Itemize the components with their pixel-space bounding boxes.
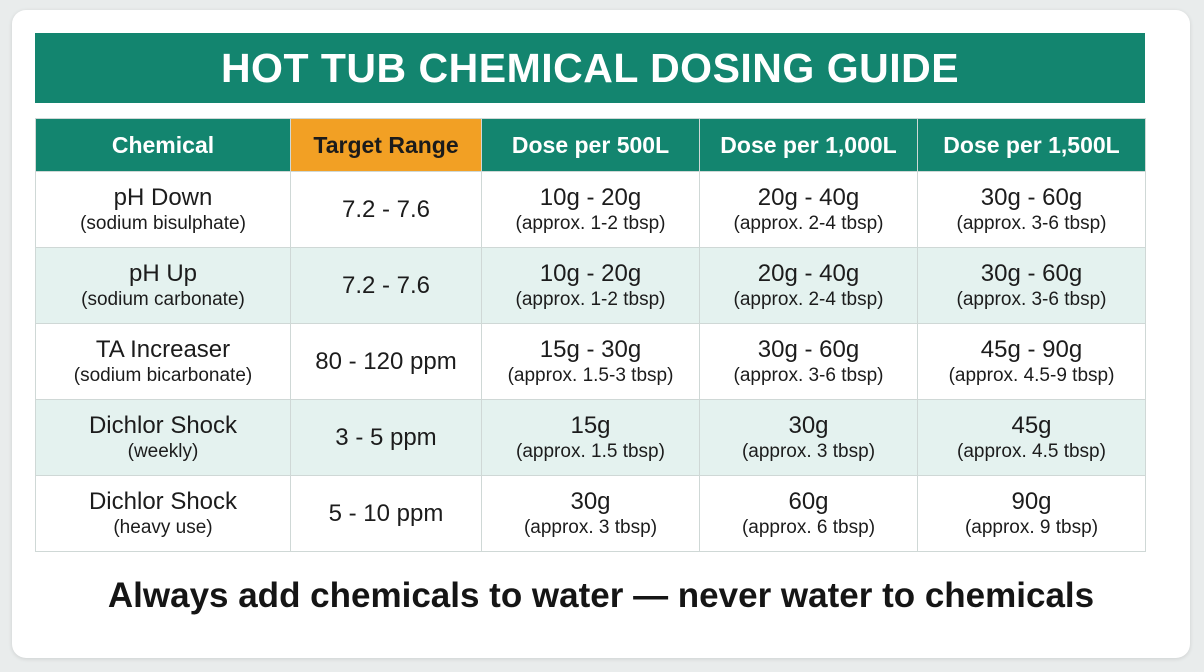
dose-approx: (approx. 2-4 tbsp) xyxy=(733,212,884,234)
chemical-detail: (sodium bisulphate) xyxy=(80,212,246,234)
dose-amount: 45g xyxy=(1011,411,1052,439)
target-range-value: 3 - 5 ppm xyxy=(335,423,437,451)
dose-amount: 10g - 20g xyxy=(539,183,642,211)
dose-amount: 30g xyxy=(570,487,611,515)
chemical-detail: (heavy use) xyxy=(113,516,213,538)
dose-amount: 15g - 30g xyxy=(539,335,642,363)
chemical-name: TA Increaser xyxy=(95,335,231,363)
chemical-detail: (sodium bicarbonate) xyxy=(73,364,253,386)
dose-approx: (approx. 1.5 tbsp) xyxy=(516,440,665,462)
dose-approx: (approx. 4.5-9 tbsp) xyxy=(948,364,1115,386)
dose-amount: 30g - 60g xyxy=(980,183,1083,211)
chemical-name: Dichlor Shock xyxy=(88,411,238,439)
dose-amount: 30g - 60g xyxy=(980,259,1083,287)
dose-amount: 60g xyxy=(788,487,829,515)
chemical-cell: Dichlor Shock (heavy use) xyxy=(35,475,291,552)
column-header-dose-500l: Dose per 500L xyxy=(481,118,700,172)
dose-amount: 10g - 20g xyxy=(539,259,642,287)
page-title: HOT TUB CHEMICAL DOSING GUIDE xyxy=(35,33,1145,103)
target-range-value: 7.2 - 7.6 xyxy=(341,195,431,223)
chemical-name: Dichlor Shock xyxy=(88,487,238,515)
dose-amount: 20g - 40g xyxy=(757,259,860,287)
target-range-cell: 7.2 - 7.6 xyxy=(290,247,482,324)
dose-approx: (approx. 1-2 tbsp) xyxy=(515,288,666,310)
chemical-cell: pH Up (sodium carbonate) xyxy=(35,247,291,324)
target-range-cell: 3 - 5 ppm xyxy=(290,399,482,476)
dose-500l-cell: 15g (approx. 1.5 tbsp) xyxy=(481,399,700,476)
dose-approx: (approx. 3 tbsp) xyxy=(523,516,658,538)
target-range-cell: 7.2 - 7.6 xyxy=(290,171,482,248)
dose-1500l-cell: 90g (approx. 9 tbsp) xyxy=(917,475,1146,552)
column-header-dose-1500l: Dose per 1,500L xyxy=(917,118,1146,172)
chemical-cell: pH Down (sodium bisulphate) xyxy=(35,171,291,248)
dose-amount: 90g xyxy=(1011,487,1052,515)
dose-approx: (approx. 1.5-3 tbsp) xyxy=(507,364,674,386)
column-header-dose-1000l: Dose per 1,000L xyxy=(699,118,918,172)
dose-approx: (approx. 2-4 tbsp) xyxy=(733,288,884,310)
table-row: TA Increaser (sodium bicarbonate) 80 - 1… xyxy=(35,323,1146,400)
dosing-table: Chemical Target Range Dose per 500L Dose… xyxy=(35,118,1146,552)
target-range-value: 80 - 120 ppm xyxy=(315,347,457,375)
chemical-detail: (sodium carbonate) xyxy=(81,288,245,310)
dose-approx: (approx. 9 tbsp) xyxy=(964,516,1099,538)
table-row: pH Up (sodium carbonate) 7.2 - 7.6 10g -… xyxy=(35,247,1146,324)
column-header-chemical: Chemical xyxy=(35,118,291,172)
dose-approx: (approx. 1-2 tbsp) xyxy=(515,212,666,234)
safety-note: Always add chemicals to water — never wa… xyxy=(107,576,1095,615)
dose-1500l-cell: 30g - 60g (approx. 3-6 tbsp) xyxy=(917,247,1146,324)
target-range-value: 5 - 10 ppm xyxy=(328,499,444,527)
dose-approx: (approx. 3-6 tbsp) xyxy=(956,212,1107,234)
target-range-cell: 5 - 10 ppm xyxy=(290,475,482,552)
dose-amount: 45g - 90g xyxy=(980,335,1083,363)
dose-1000l-cell: 20g - 40g (approx. 2-4 tbsp) xyxy=(699,171,918,248)
dose-1000l-cell: 30g (approx. 3 tbsp) xyxy=(699,399,918,476)
dose-500l-cell: 10g - 20g (approx. 1-2 tbsp) xyxy=(481,171,700,248)
dose-approx: (approx. 3-6 tbsp) xyxy=(733,364,884,386)
table-header-row: Chemical Target Range Dose per 500L Dose… xyxy=(35,118,1146,172)
chemical-detail: (weekly) xyxy=(127,440,199,462)
dose-approx: (approx. 3-6 tbsp) xyxy=(956,288,1107,310)
chemical-name: pH Up xyxy=(128,259,198,287)
dose-500l-cell: 10g - 20g (approx. 1-2 tbsp) xyxy=(481,247,700,324)
dose-amount: 30g - 60g xyxy=(757,335,860,363)
dose-1500l-cell: 45g - 90g (approx. 4.5-9 tbsp) xyxy=(917,323,1146,400)
chemical-name: pH Down xyxy=(113,183,213,211)
target-range-value: 7.2 - 7.6 xyxy=(341,271,431,299)
table-row: Dichlor Shock (weekly) 3 - 5 ppm 15g (ap… xyxy=(35,399,1146,476)
target-range-cell: 80 - 120 ppm xyxy=(290,323,482,400)
dose-1000l-cell: 30g - 60g (approx. 3-6 tbsp) xyxy=(699,323,918,400)
chemical-cell: Dichlor Shock (weekly) xyxy=(35,399,291,476)
table-row: pH Down (sodium bisulphate) 7.2 - 7.6 10… xyxy=(35,171,1146,248)
dose-amount: 30g xyxy=(788,411,829,439)
dose-500l-cell: 30g (approx. 3 tbsp) xyxy=(481,475,700,552)
dose-1000l-cell: 60g (approx. 6 tbsp) xyxy=(699,475,918,552)
chemical-cell: TA Increaser (sodium bicarbonate) xyxy=(35,323,291,400)
dose-approx: (approx. 6 tbsp) xyxy=(741,516,876,538)
table-row: Dichlor Shock (heavy use) 5 - 10 ppm 30g… xyxy=(35,475,1146,552)
dose-amount: 20g - 40g xyxy=(757,183,860,211)
dose-1500l-cell: 30g - 60g (approx. 3-6 tbsp) xyxy=(917,171,1146,248)
dose-1000l-cell: 20g - 40g (approx. 2-4 tbsp) xyxy=(699,247,918,324)
dose-approx: (approx. 4.5 tbsp) xyxy=(957,440,1106,462)
column-header-target-range: Target Range xyxy=(290,118,482,172)
dose-amount: 15g xyxy=(570,411,611,439)
dose-1500l-cell: 45g (approx. 4.5 tbsp) xyxy=(917,399,1146,476)
dose-500l-cell: 15g - 30g (approx. 1.5-3 tbsp) xyxy=(481,323,700,400)
dose-approx: (approx. 3 tbsp) xyxy=(741,440,876,462)
